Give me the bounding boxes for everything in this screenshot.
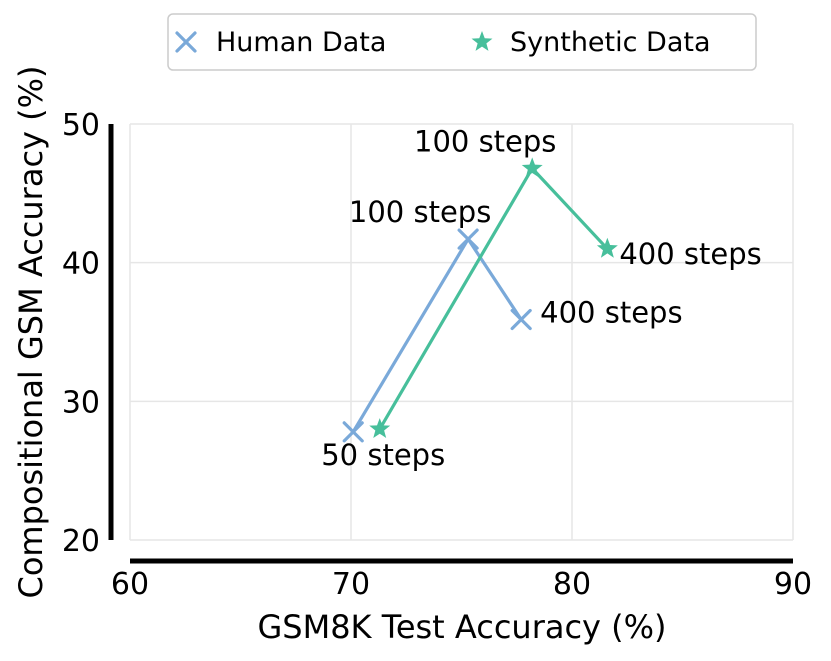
x-tick-label: 70 [332,567,370,602]
data-point-x-marker [510,308,532,331]
series-layer [342,157,618,443]
legend-star-marker-icon [471,31,493,51]
legend-entry-synthetic: Synthetic Data [471,27,711,58]
data-point-x-marker [342,421,364,443]
legend-label-synthetic: Synthetic Data [510,27,711,58]
annotation-label: 50 steps [321,438,445,472]
series-human-data [342,228,532,443]
grid [129,123,794,541]
legend-label-human: Human Data [216,27,386,58]
legend-x-marker [175,31,197,53]
legend-entry-human: Human Data [175,27,386,58]
annotations: 50 steps 100 steps 400 steps 100 steps 400 s… [321,124,762,471]
legend: Human Data Synthetic Data [167,13,757,71]
y-tick-label: 30 [62,385,100,420]
axes [108,124,793,564]
y-tick-label: 40 [62,247,100,282]
x-tick-label: 90 [774,567,812,602]
y-axis-label: Compositional GSM Accuracy (%) [12,65,50,598]
series-synthetic-data [369,157,618,438]
data-point-star-marker [521,157,543,178]
x-axis-label: GSM8K Test Accuracy (%) [257,608,666,646]
x-tick-label: 60 [111,567,149,602]
annotation-label: 100 steps [414,124,556,158]
data-point-star-marker [596,237,618,258]
annotation-label: 400 steps [540,296,682,330]
annotation-label: 400 steps [619,237,761,271]
annotation-label: 100 steps [349,195,491,229]
legend-star-marker [471,31,493,51]
legend-frame [167,13,757,71]
series-line [351,237,523,433]
data-point-x-marker [457,228,479,250]
y-tick-label: 50 [62,108,100,143]
x-tick-label: 80 [553,567,591,602]
y-tick-label: 20 [62,524,100,559]
data-point-star-marker [369,418,391,438]
tick-labels: 60 70 80 90 20 30 40 50 [62,108,812,602]
legend-x-marker-icon [175,31,197,53]
